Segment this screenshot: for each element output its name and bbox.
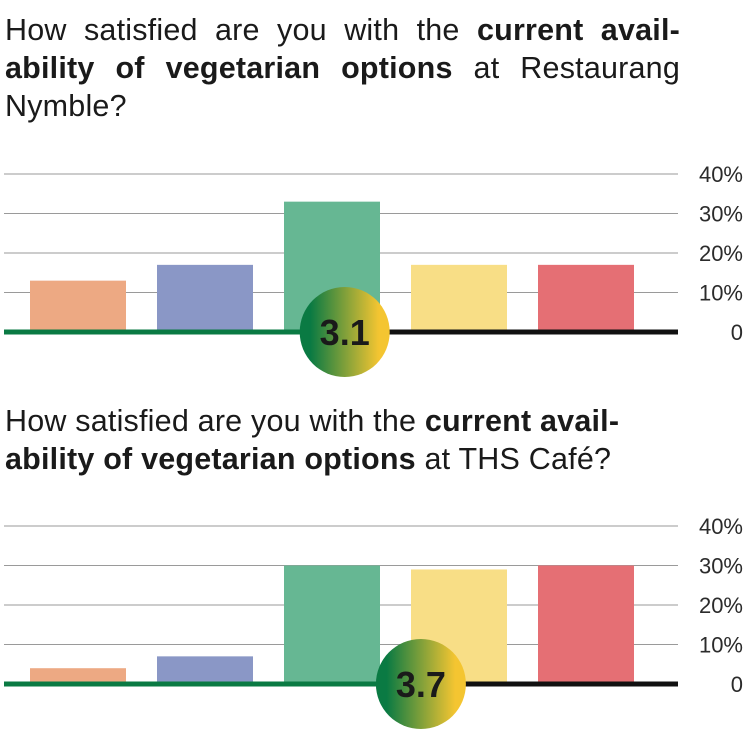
- y-tick-label: 20%: [699, 593, 743, 618]
- question-1-text: How satisfied are you with the current a…: [5, 11, 680, 125]
- bar-1: [30, 668, 126, 684]
- y-tick-label: 30%: [699, 202, 743, 227]
- y-tick-label: 40%: [699, 162, 743, 187]
- y-tick-label: 40%: [699, 514, 743, 539]
- y-tick-label: 0: [731, 320, 743, 345]
- average-score-badge: [299, 287, 390, 377]
- question-1-prefix: How satisfied are you with the: [5, 13, 477, 47]
- question-2-prefix: How satisfied are you with the: [5, 404, 425, 438]
- average-score-value: 3.7: [396, 664, 446, 705]
- question-2-suffix: at THS Café?: [415, 442, 612, 476]
- y-tick-label: 10%: [699, 281, 743, 306]
- y-tick-label: 0: [731, 672, 743, 697]
- bar-5: [538, 264, 634, 332]
- bar-3: [284, 565, 380, 684]
- bar-1: [30, 280, 126, 332]
- bar-5: [538, 565, 634, 684]
- question-2-emphasis: current avail-ability of vegetarian opti…: [5, 404, 620, 476]
- bar-2: [157, 656, 253, 684]
- question-1-emphasis: current avail-ability of vegetarian opti…: [5, 13, 680, 85]
- average-score-badge: [375, 639, 466, 729]
- bar-4: [411, 264, 507, 332]
- question-1-suffix: at Restaurang Nymble?: [5, 51, 680, 123]
- chart-restaurang-nymble: 0 10% 20% 30% 40% 3.1: [4, 162, 743, 377]
- y-tick-label: 10%: [699, 633, 743, 658]
- y-tick-label: 30%: [699, 554, 743, 579]
- question-2-text: How satisfied are you with the current a…: [5, 402, 680, 478]
- y-tick-label: 20%: [699, 241, 743, 266]
- chart-ths-cafe: 0 10% 20% 30% 40% 3.7: [4, 514, 743, 729]
- bar-2: [157, 264, 253, 332]
- average-score-value: 3.1: [320, 312, 370, 353]
